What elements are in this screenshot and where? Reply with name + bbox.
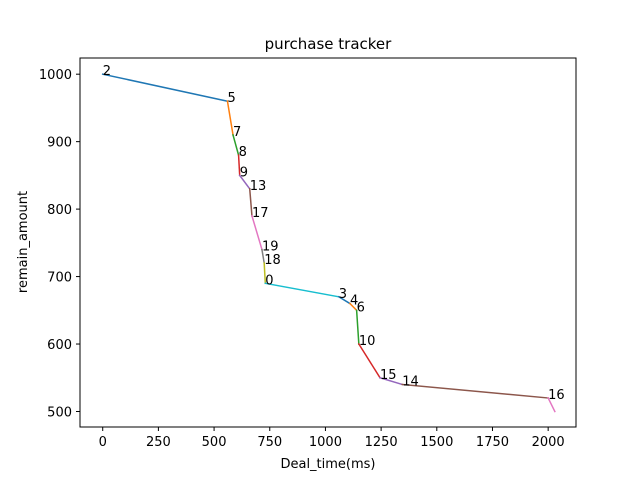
y-tick-label: 900 (47, 136, 72, 151)
y-tick-label: 1000 (39, 68, 72, 83)
line-segment (261, 248, 266, 264)
line-segment (238, 174, 251, 190)
x-tick-label: 1250 (365, 435, 398, 450)
line-segment (357, 342, 382, 379)
y-tick-label: 700 (47, 271, 72, 286)
y-tick-label: 800 (47, 203, 72, 218)
point-label: 15 (380, 368, 397, 383)
point-label: 8 (239, 145, 247, 160)
point-label: 10 (359, 334, 376, 349)
plot-area (79, 57, 577, 428)
line-segment (355, 309, 360, 345)
point-label: 14 (402, 375, 419, 390)
point-label: 4 (350, 294, 358, 309)
x-tick-label: 1000 (309, 435, 342, 450)
line-segment (401, 383, 549, 399)
line-segment (263, 262, 267, 285)
point-label: 16 (548, 388, 565, 403)
x-tick-label: 500 (202, 435, 227, 450)
x-tick-label: 0 (99, 435, 107, 450)
point-label: 13 (250, 179, 267, 194)
point-label: 7 (233, 125, 241, 140)
x-tick-label: 750 (257, 435, 282, 450)
y-axis-label: remain_amount (16, 191, 31, 293)
x-axis-label: Deal_time(ms) (280, 457, 375, 472)
y-tick-label: 500 (47, 405, 72, 420)
point-label: 6 (357, 300, 365, 315)
line-segment (251, 214, 263, 251)
line-segment (248, 188, 253, 217)
x-tick-label: 250 (146, 435, 171, 450)
line-segment (264, 282, 340, 298)
y-axis-ticks: 500 600 700 800 900 1000 (39, 68, 80, 420)
point-label: 3 (339, 287, 347, 302)
line-segment (337, 295, 351, 305)
point-label: 0 (265, 273, 273, 288)
point-label: 9 (240, 165, 248, 180)
x-tick-label: 2000 (532, 435, 565, 450)
line-segment (547, 396, 556, 413)
line-segment (226, 100, 234, 136)
point-label: 5 (227, 91, 235, 106)
point-label: 19 (262, 240, 279, 255)
data-series-line (101, 73, 556, 413)
x-tick-label: 1750 (476, 435, 509, 450)
point-label: 18 (264, 253, 281, 268)
point-label: 2 (103, 64, 111, 79)
point-label: 17 (252, 206, 269, 221)
chart-title: purchase tracker (265, 35, 392, 53)
line-segment (237, 154, 241, 177)
x-axis-ticks: 0 250 500 750 1000 1250 1500 1750 2000 (99, 427, 565, 450)
line-segment (379, 376, 404, 386)
line-segment (101, 73, 229, 103)
y-tick-label: 600 (47, 338, 72, 353)
x-tick-label: 1500 (420, 435, 453, 450)
line-segment (348, 302, 358, 312)
line-segment (232, 133, 240, 157)
